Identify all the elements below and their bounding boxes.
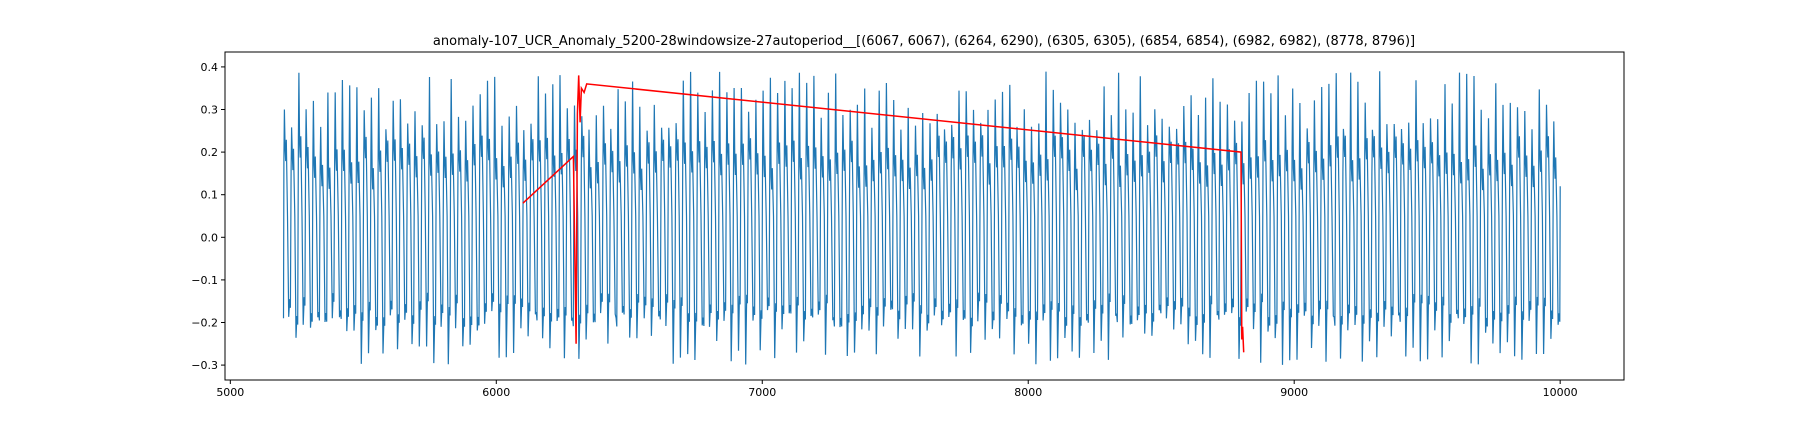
y-tick-label: 0.3 [201, 104, 219, 117]
plot-frame [224, 51, 1625, 381]
y-tick-label: 0.2 [201, 146, 219, 159]
x-tick-label: 5000 [216, 386, 244, 399]
y-tick-label: −0.3 [191, 359, 218, 372]
y-axis: −0.3 −0.2 −0.1 0.0 0.1 0.2 0.3 0.4 [191, 61, 225, 372]
y-tick-label: −0.2 [191, 316, 218, 329]
x-tick-label: 10000 [1543, 386, 1578, 399]
series-line-anomaly [522, 75, 1245, 353]
x-tick-label: 9000 [1280, 386, 1308, 399]
x-axis: 5000 6000 7000 8000 9000 10000 [216, 380, 1578, 399]
x-tick-label: 6000 [482, 386, 510, 399]
y-tick-label: −0.1 [191, 274, 218, 287]
x-tick-label: 7000 [748, 386, 776, 399]
y-tick-label: 0.0 [201, 231, 219, 244]
y-tick-label: 0.1 [201, 189, 219, 202]
y-tick-label: 0.4 [201, 61, 219, 74]
x-tick-label: 8000 [1014, 386, 1042, 399]
chart-title: anomaly-107_UCR_Anomaly_5200-28windowsiz… [433, 34, 1415, 49]
series-line-signal [282, 71, 1561, 365]
series-layer [282, 71, 1561, 365]
